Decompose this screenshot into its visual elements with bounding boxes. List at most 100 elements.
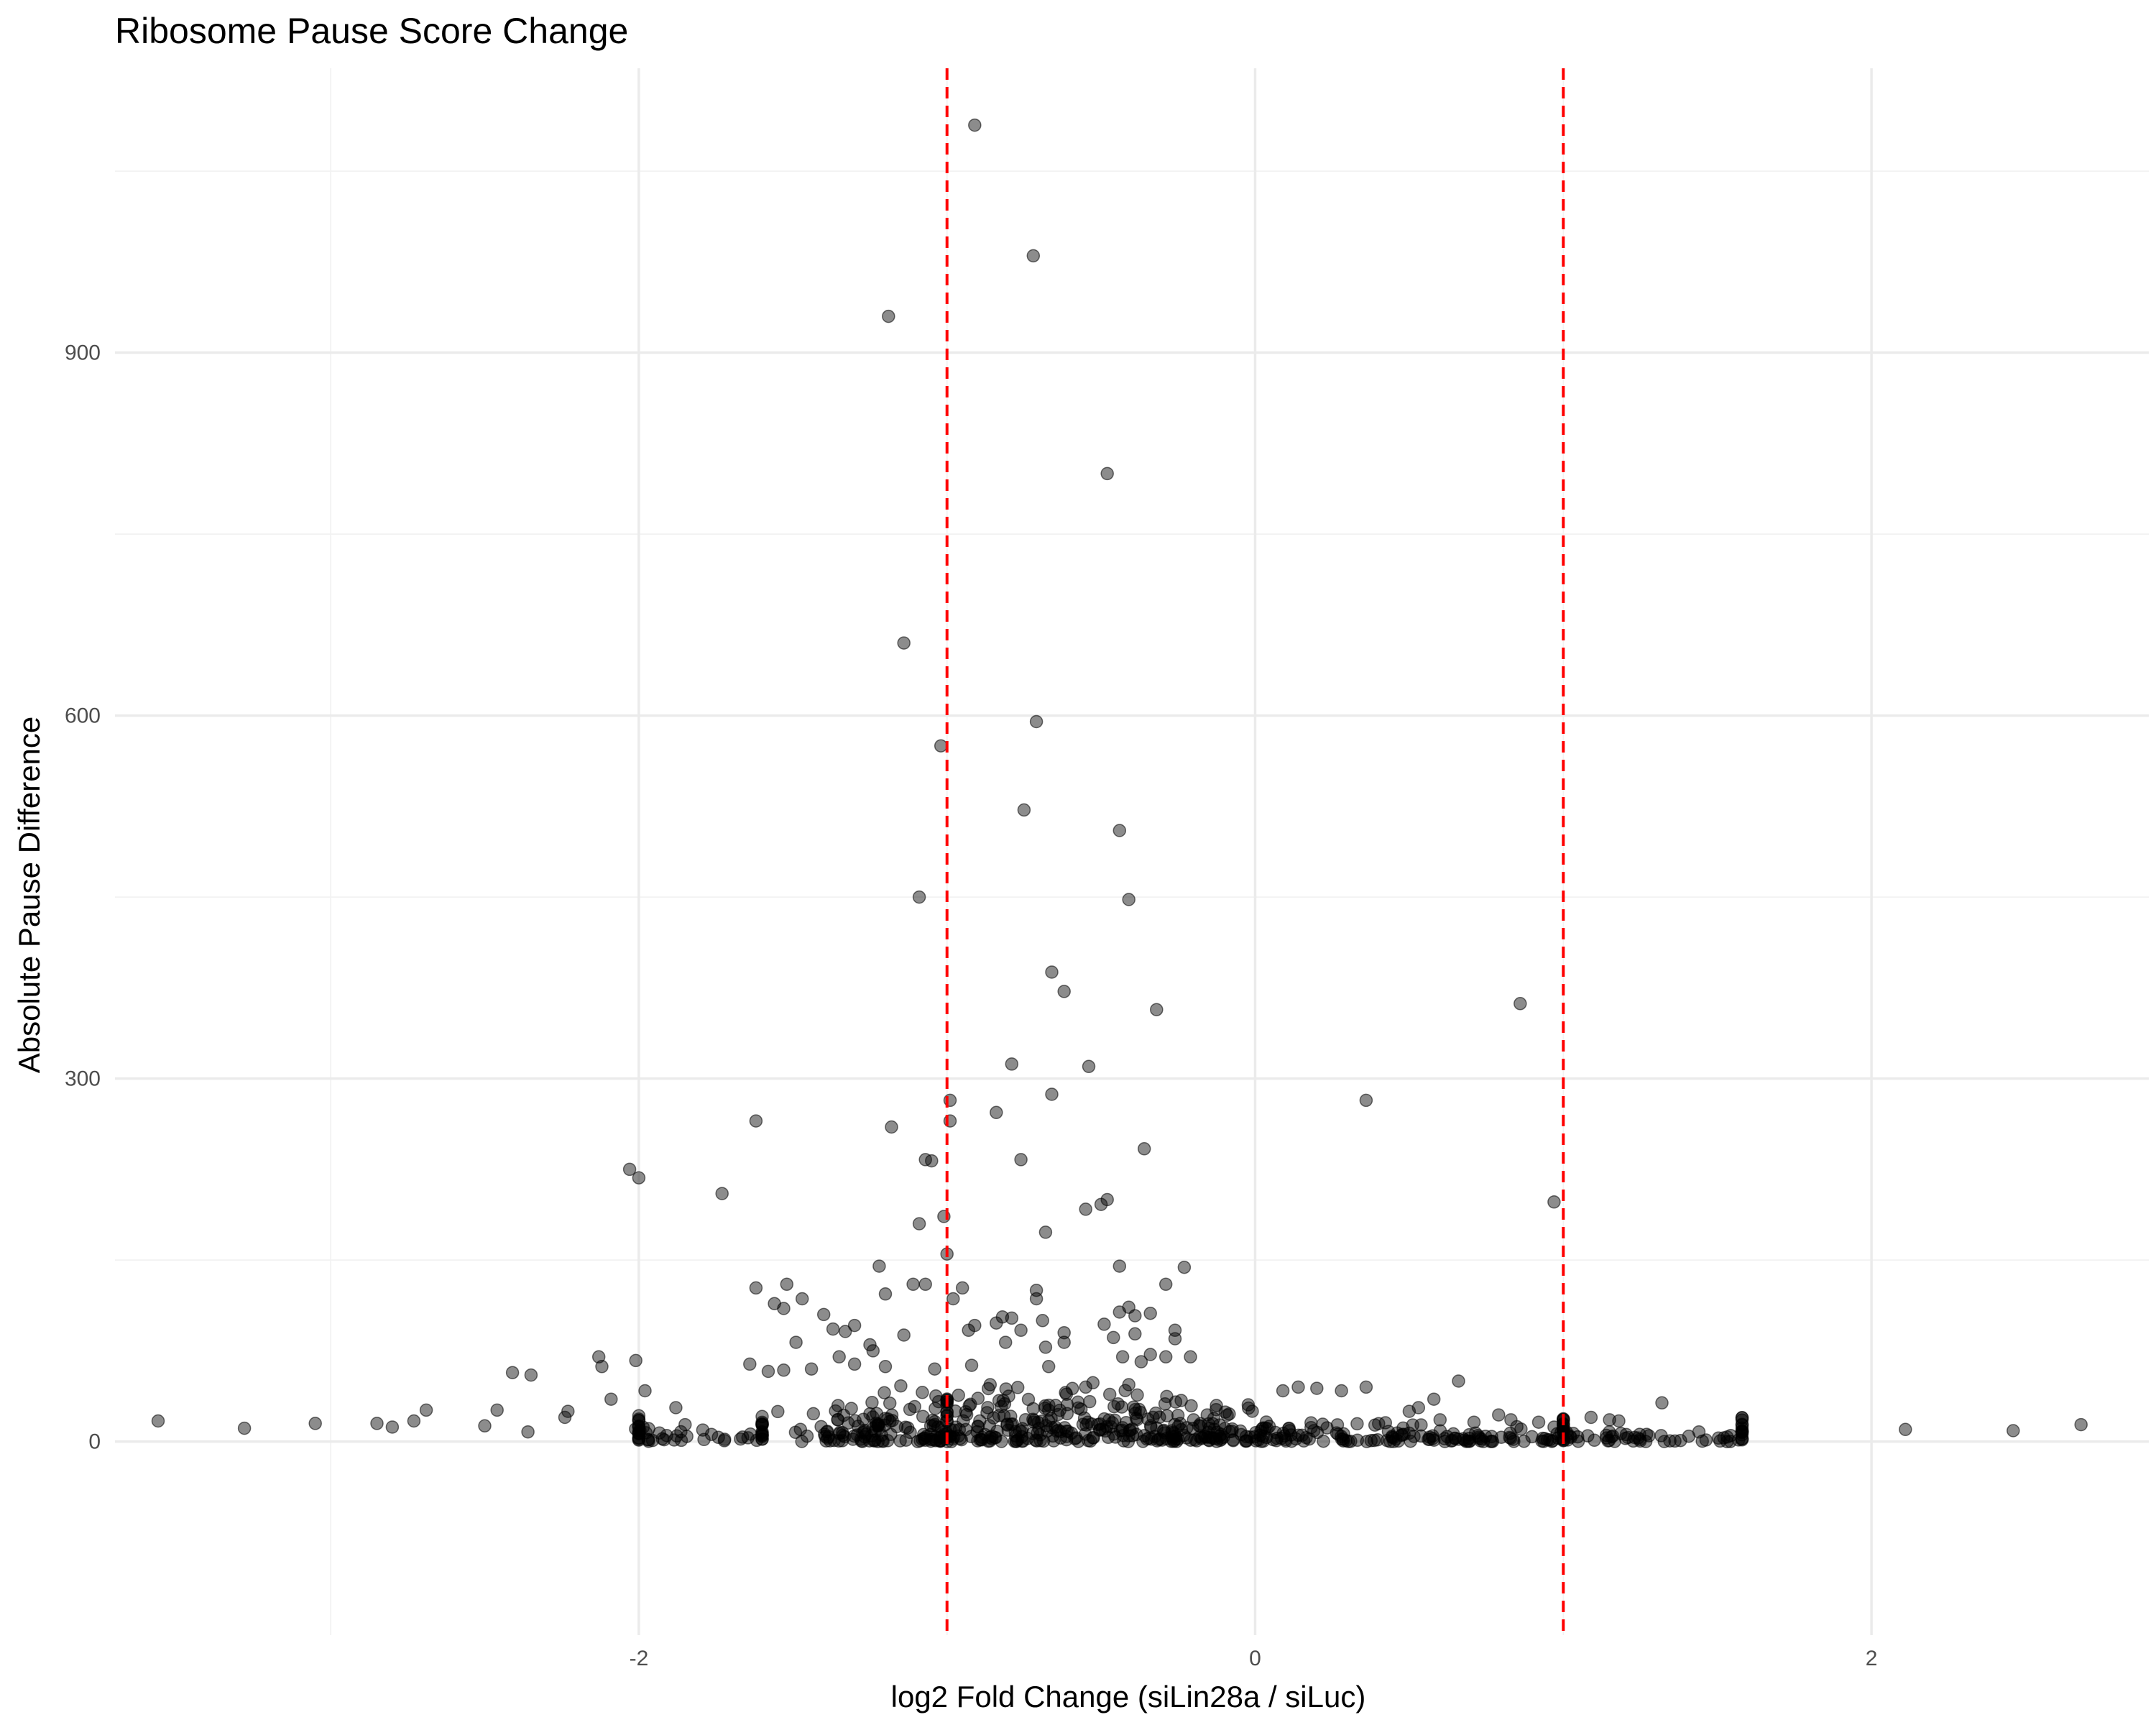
data-point xyxy=(1359,1380,1373,1394)
data-point xyxy=(1036,1434,1051,1448)
data-point xyxy=(1035,1414,1049,1428)
data-point xyxy=(832,1350,846,1364)
data-point xyxy=(1049,1420,1062,1434)
data-point xyxy=(1588,1433,1601,1448)
data-point xyxy=(844,1402,858,1415)
major-gridlines xyxy=(115,68,2149,1635)
data-point xyxy=(1193,1419,1207,1433)
data-point xyxy=(1107,1330,1120,1345)
data-point xyxy=(1199,1430,1212,1444)
data-point xyxy=(1158,1350,1173,1364)
data-point xyxy=(1083,1394,1097,1409)
data-point xyxy=(1184,1433,1198,1447)
data-point xyxy=(385,1420,400,1434)
data-point xyxy=(814,1420,828,1434)
data-point xyxy=(755,1418,769,1432)
y-tick-label: 0 xyxy=(88,1430,101,1454)
data-point xyxy=(1045,965,1059,979)
data-point xyxy=(1017,803,1031,817)
data-point xyxy=(878,1287,893,1301)
data-point xyxy=(1077,1411,1092,1425)
data-point xyxy=(715,1187,729,1200)
minor-gridlines xyxy=(115,68,2149,1635)
data-point xyxy=(1284,1428,1298,1442)
data-point xyxy=(897,1328,911,1342)
data-point xyxy=(1603,1413,1616,1427)
data-point xyxy=(856,1425,870,1440)
data-point xyxy=(749,1114,763,1128)
data-point xyxy=(1143,1306,1157,1320)
data-point xyxy=(1160,1389,1174,1404)
data-point xyxy=(893,1434,907,1448)
data-point xyxy=(1414,1418,1428,1432)
data-point xyxy=(968,118,982,132)
data-point xyxy=(696,1423,710,1437)
data-point xyxy=(1581,1429,1595,1443)
data-point xyxy=(1427,1392,1441,1406)
data-point xyxy=(1046,1434,1061,1448)
chart-title: Ribosome Pause Score Change xyxy=(115,11,628,51)
data-point xyxy=(1155,1433,1169,1447)
data-point xyxy=(894,1379,908,1393)
x-tick-label: 0 xyxy=(1249,1647,1261,1670)
data-point xyxy=(848,1414,862,1428)
data-point xyxy=(622,1162,637,1177)
data-point xyxy=(1112,824,1127,837)
x-axis-label: log2 Fold Change (siLin28a / siLuc) xyxy=(891,1680,1366,1714)
data-point xyxy=(821,1430,836,1444)
data-point xyxy=(1100,466,1114,481)
data-point xyxy=(929,1434,943,1448)
data-point xyxy=(524,1368,538,1382)
data-point xyxy=(1177,1260,1192,1274)
data-point xyxy=(743,1357,757,1371)
data-point xyxy=(749,1281,763,1295)
data-point xyxy=(1079,1380,1092,1394)
data-point xyxy=(1117,1434,1130,1448)
data-point xyxy=(1207,1412,1221,1425)
data-point xyxy=(1143,1419,1158,1432)
data-point xyxy=(916,1409,930,1423)
data-point xyxy=(407,1414,421,1428)
data-point xyxy=(816,1307,831,1322)
data-point xyxy=(1735,1413,1749,1427)
data-point xyxy=(918,1277,932,1292)
data-point xyxy=(1038,1340,1053,1354)
data-point xyxy=(885,1408,899,1422)
data-point xyxy=(478,1419,492,1433)
data-point xyxy=(1350,1417,1364,1431)
data-point xyxy=(1133,1406,1148,1420)
data-point xyxy=(996,1394,1010,1407)
data-point xyxy=(789,1335,803,1349)
data-point xyxy=(872,1422,886,1435)
data-point xyxy=(1547,1195,1561,1209)
data-point xyxy=(1350,1433,1365,1448)
data-point xyxy=(1218,1405,1233,1419)
data-point xyxy=(934,739,948,753)
data-point xyxy=(561,1404,575,1418)
data-point xyxy=(826,1322,840,1336)
data-point xyxy=(1514,1422,1528,1436)
data-point xyxy=(1299,1430,1313,1445)
y-tick-label: 600 xyxy=(65,704,101,728)
data-point xyxy=(1467,1415,1481,1429)
y-axis-label: Absolute Pause Difference xyxy=(12,717,46,1074)
data-point xyxy=(1026,249,1041,263)
data-point xyxy=(959,1407,974,1422)
data-point xyxy=(1097,1317,1111,1331)
data-point xyxy=(990,1316,1003,1330)
data-point xyxy=(903,1402,917,1417)
data-point xyxy=(1241,1398,1256,1412)
data-point xyxy=(2007,1424,2020,1438)
data-point xyxy=(1014,1323,1028,1338)
data-point xyxy=(882,309,895,323)
data-point xyxy=(1674,1433,1687,1448)
data-point xyxy=(1634,1434,1647,1448)
data-point xyxy=(1168,1332,1182,1346)
data-point xyxy=(632,1432,646,1446)
data-point xyxy=(1134,1355,1148,1368)
data-point xyxy=(847,1357,862,1371)
data-point xyxy=(1112,1305,1127,1319)
data-point xyxy=(928,1362,941,1376)
x-tick-label: -2 xyxy=(630,1647,649,1670)
data-point xyxy=(1316,1417,1330,1431)
